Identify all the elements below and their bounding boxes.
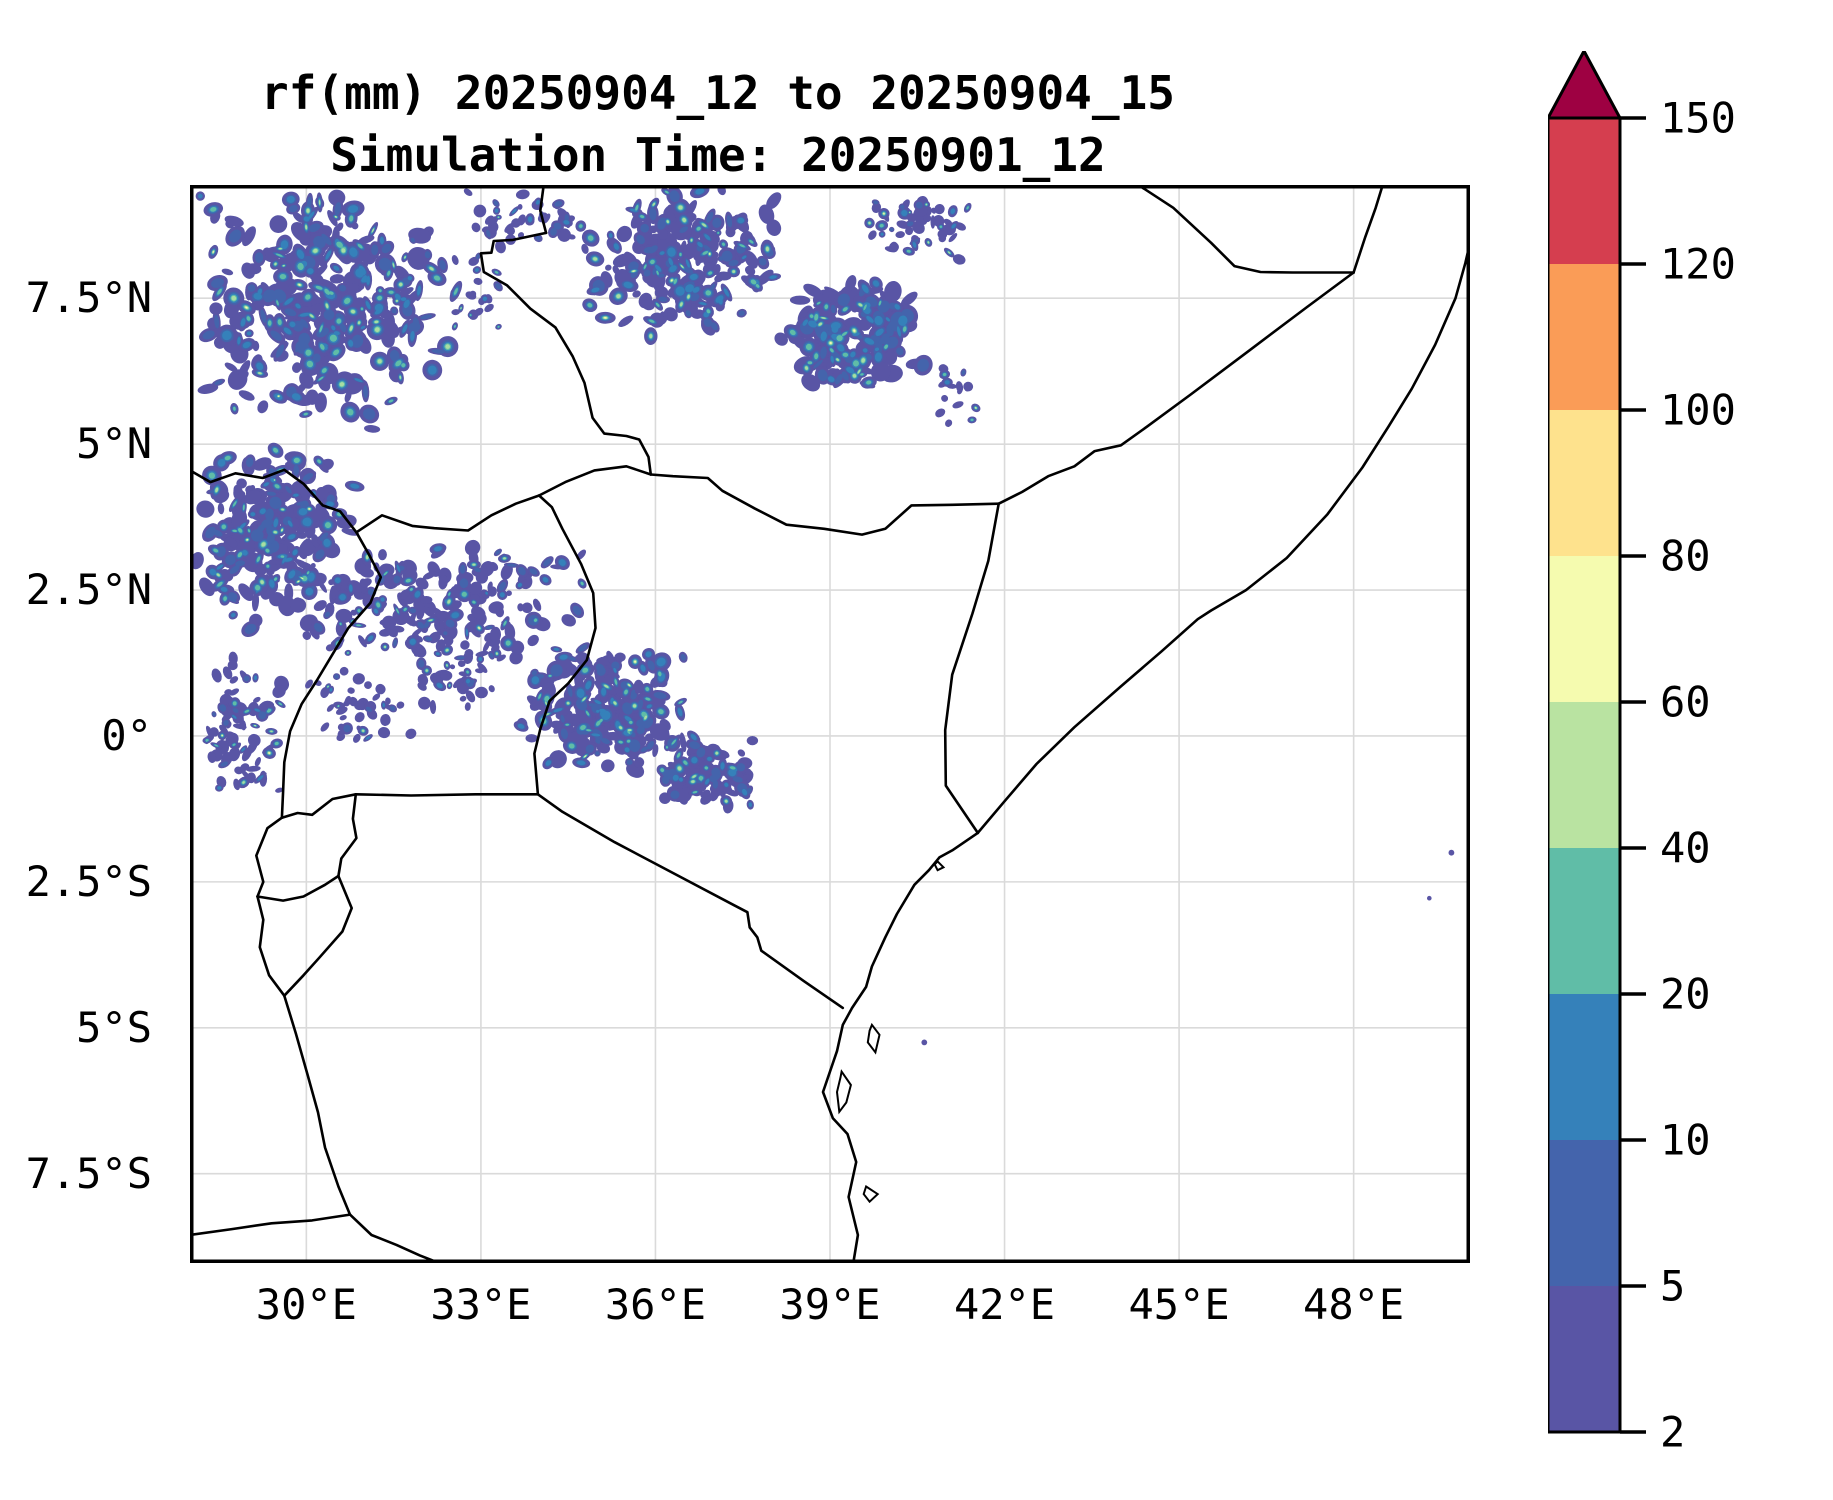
y-tick-label-75N: 7.5°N (25, 273, 152, 323)
x-tick-label-45E: 45°E (1128, 1280, 1230, 1329)
x-tick-label-33E: 33°E (430, 1280, 532, 1329)
colorbar-tick-label-10: 10 (1660, 1116, 1711, 1165)
colorbar-over-arrow (1545, 47, 1623, 120)
island-outline (933, 859, 946, 872)
colorbar-svg: 2 5 10 20 40 60 80 100 120 150 (1545, 47, 1736, 1457)
rain-contour-level-5 (212, 212, 977, 758)
colorbar-segment-10-20 (1548, 994, 1620, 1140)
map-svg (190, 185, 1470, 1263)
colorbar-segment-5-10 (1548, 1140, 1620, 1286)
y-tick-label-25N: 2.5°N (25, 565, 152, 615)
colorbar-segment-80-100 (1548, 410, 1620, 556)
map-plot-area (190, 185, 1470, 1263)
rainfall-field (190, 185, 1455, 1046)
island-outline (862, 1184, 880, 1204)
colorbar-segment-60-80 (1548, 556, 1620, 702)
y-tick-label-5S: 5°S (76, 1002, 152, 1052)
colorbar: 2 5 10 20 40 60 80 100 120 150 (1545, 47, 1833, 1457)
y-tick-label-5N: 5°N (76, 419, 152, 469)
y-tick-label-75S: 7.5°S (25, 1148, 152, 1198)
colorbar-segment-40-60 (1548, 702, 1620, 848)
colorbar-tick-label-5: 5 (1660, 1262, 1685, 1311)
y-tick-label-25S: 2.5°S (25, 856, 152, 906)
colorbar-tick-label-120: 120 (1660, 240, 1736, 289)
island-outline (835, 1069, 852, 1115)
colorbar-tick-label-40: 40 (1660, 824, 1711, 873)
plot-subtitle: Simulation Time: 20250901_12 (330, 128, 1106, 182)
colorbar-tick-label-20: 20 (1660, 970, 1711, 1019)
y-tick-label-0: 0° (101, 710, 152, 760)
colorbar-segment-100-120 (1548, 264, 1620, 410)
x-tick-label-36E: 36°E (604, 1280, 707, 1329)
colorbar-segment-20-40 (1548, 848, 1620, 994)
x-tick-label-39E: 39°E (779, 1280, 881, 1329)
map-frame (190, 185, 1470, 1263)
x-tick-label-30E: 30°E (255, 1280, 357, 1329)
x-tick-label-48E: 48°E (1303, 1280, 1405, 1329)
colorbar-tick-label-100: 100 (1660, 386, 1736, 435)
x-tick-label-42E: 42°E (953, 1280, 1056, 1329)
island-outline (866, 1022, 881, 1055)
graticule-gridlines (190, 185, 1470, 1263)
colorbar-tick-label-2: 2 (1660, 1408, 1685, 1452)
country-borders (190, 185, 1470, 1263)
colorbar-segment-120-150 (1548, 118, 1620, 264)
colorbar-tick-label-60: 60 (1660, 678, 1711, 727)
colorbar-tick-label-80: 80 (1660, 532, 1711, 581)
plot-title: rf(mm) 20250904_12 to 20250904_15 (261, 66, 1175, 120)
colorbar-segment-2-5 (1548, 1286, 1620, 1432)
colorbar-tick-label-150: 150 (1660, 94, 1736, 143)
colorbar-outline (1546, 116, 1622, 1434)
